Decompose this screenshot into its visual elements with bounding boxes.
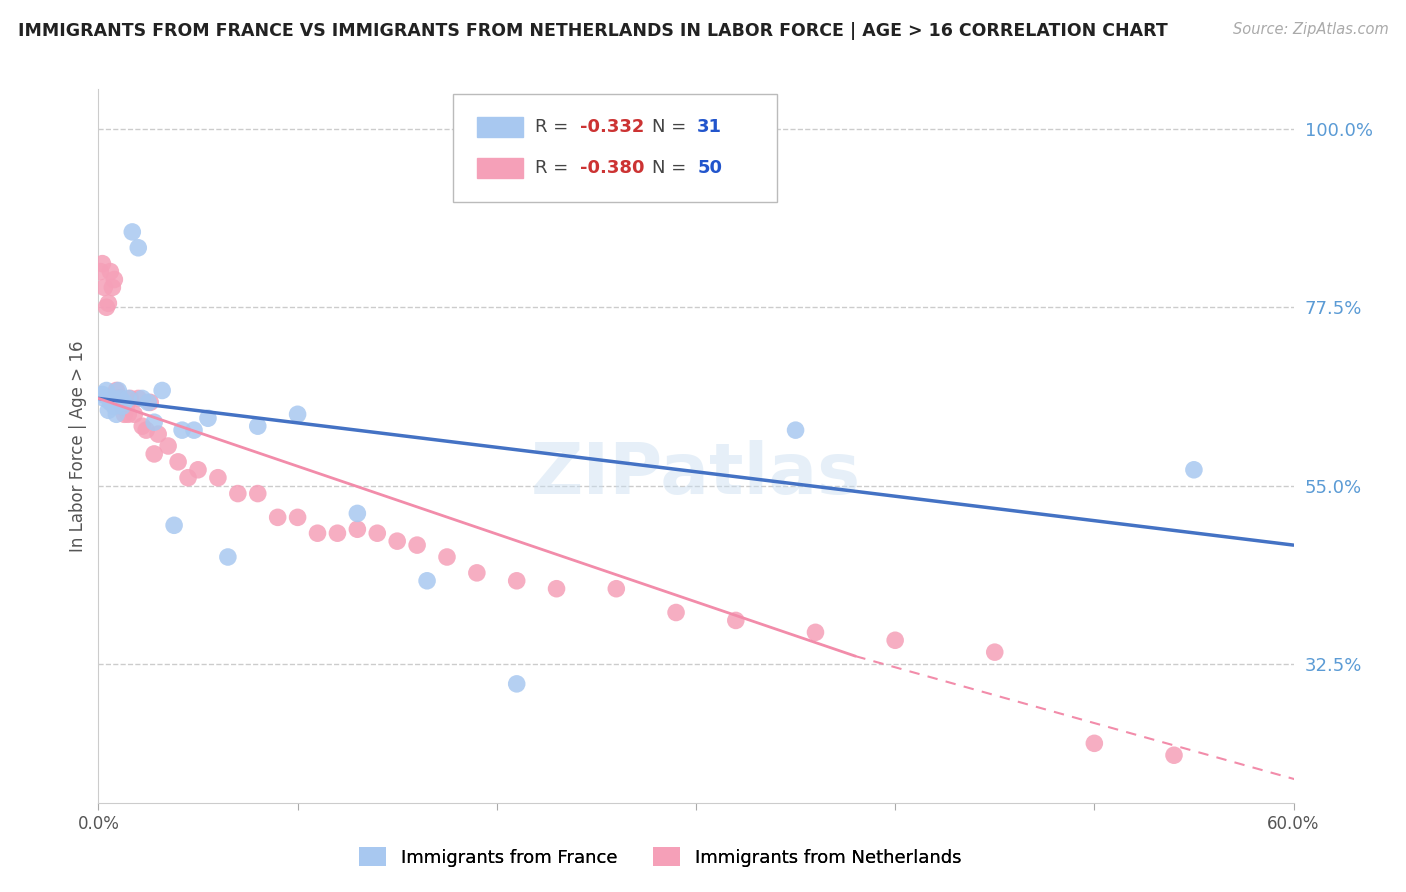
Point	[246, 486, 269, 500]
Bar	[477, 117, 523, 137]
Point	[187, 463, 209, 477]
Point	[110, 392, 132, 406]
Point	[115, 400, 138, 414]
Point	[121, 225, 143, 239]
Point	[127, 392, 149, 406]
Point	[163, 518, 186, 533]
Point	[97, 403, 120, 417]
Point	[148, 427, 170, 442]
Point	[436, 549, 458, 564]
Point	[127, 241, 149, 255]
Point	[97, 296, 120, 310]
Text: N =: N =	[652, 159, 692, 177]
Point	[197, 411, 219, 425]
Point	[112, 407, 135, 421]
Point	[167, 455, 190, 469]
Point	[110, 392, 132, 406]
Point	[91, 257, 114, 271]
Text: IMMIGRANTS FROM FRANCE VS IMMIGRANTS FROM NETHERLANDS IN LABOR FORCE | AGE > 16 : IMMIGRANTS FROM FRANCE VS IMMIGRANTS FRO…	[18, 22, 1168, 40]
Point	[143, 447, 166, 461]
Point	[157, 439, 180, 453]
Point	[246, 419, 269, 434]
Point	[89, 264, 111, 278]
Point	[346, 507, 368, 521]
Point	[416, 574, 439, 588]
Point	[100, 264, 122, 278]
Point	[207, 471, 229, 485]
Text: Source: ZipAtlas.com: Source: ZipAtlas.com	[1233, 22, 1389, 37]
Point	[326, 526, 349, 541]
Point	[131, 419, 153, 434]
Point	[96, 300, 118, 314]
Point	[884, 633, 907, 648]
Point	[105, 384, 128, 398]
Point	[117, 392, 139, 406]
Point	[665, 606, 688, 620]
Text: -0.380: -0.380	[581, 159, 644, 177]
FancyBboxPatch shape	[453, 95, 778, 202]
Legend: Immigrants from France, Immigrants from Netherlands: Immigrants from France, Immigrants from …	[350, 838, 970, 876]
Bar	[477, 158, 523, 178]
Point	[112, 395, 135, 409]
Point	[177, 471, 200, 485]
Point	[107, 384, 129, 398]
Point	[385, 534, 409, 549]
Point	[1083, 736, 1105, 750]
Text: ZIPatlas: ZIPatlas	[531, 440, 860, 509]
Y-axis label: In Labor Force | Age > 16: In Labor Force | Age > 16	[69, 340, 87, 552]
Point	[117, 407, 139, 421]
Point	[465, 566, 488, 580]
Point	[103, 400, 125, 414]
Point	[120, 392, 142, 406]
Point	[506, 574, 529, 588]
Point	[172, 423, 194, 437]
Point	[984, 645, 1007, 659]
Point	[93, 392, 115, 406]
Point	[724, 614, 747, 628]
Point	[267, 510, 290, 524]
Point	[135, 423, 157, 437]
Point	[307, 526, 329, 541]
Point	[91, 387, 114, 401]
Point	[105, 407, 128, 421]
Point	[101, 392, 124, 406]
Point	[406, 538, 429, 552]
Point	[93, 280, 115, 294]
Point	[150, 384, 173, 398]
Point	[785, 423, 807, 437]
Point	[131, 392, 153, 406]
Point	[217, 549, 239, 564]
Point	[804, 625, 827, 640]
Point	[183, 423, 205, 437]
Point	[1182, 463, 1205, 477]
Text: N =: N =	[652, 118, 692, 136]
Point	[103, 272, 125, 286]
Point	[136, 395, 159, 409]
Point	[111, 400, 134, 414]
Point	[124, 407, 146, 421]
Point	[96, 384, 118, 398]
Point	[287, 510, 309, 524]
Point	[366, 526, 388, 541]
Text: R =: R =	[534, 118, 574, 136]
Text: -0.332: -0.332	[581, 118, 644, 136]
Point	[143, 415, 166, 429]
Text: 31: 31	[697, 118, 723, 136]
Text: R =: R =	[534, 159, 574, 177]
Point	[287, 407, 309, 421]
Point	[546, 582, 568, 596]
Point	[101, 280, 124, 294]
Point	[226, 486, 249, 500]
Point	[111, 400, 134, 414]
Point	[605, 582, 627, 596]
Point	[346, 522, 368, 536]
Text: 50: 50	[697, 159, 723, 177]
Point	[1163, 748, 1185, 763]
Point	[506, 677, 529, 691]
Point	[139, 395, 162, 409]
Point	[100, 395, 122, 409]
Point	[107, 392, 129, 406]
